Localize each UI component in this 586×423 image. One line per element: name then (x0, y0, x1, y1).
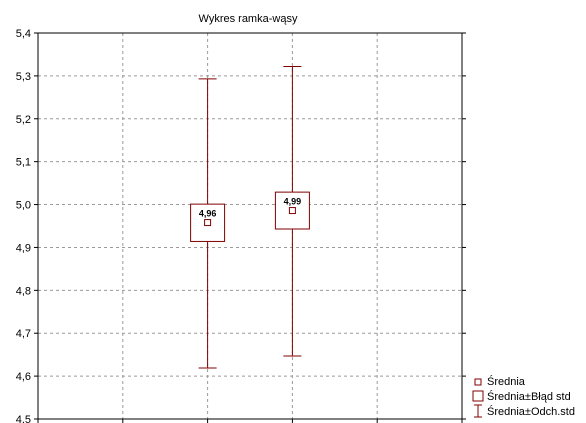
y-tick-label: 5,4 (16, 28, 31, 40)
y-tick-label: 4,5 (16, 414, 31, 423)
legend-entry-label: Średnia±Odch.std (487, 405, 575, 418)
box-series: 4,96 4,99 (190, 65, 310, 369)
y-axis: 4,5 4,6 4,7 4,8 4,9 5,0 5,1 5,2 5,3 5,4 (16, 28, 466, 423)
chart-title: Wykres ramka-wąsy (199, 13, 298, 25)
mean-marker (288, 207, 296, 215)
box-group: 4,99 (274, 65, 310, 357)
y-tick-label: 5,1 (16, 157, 31, 169)
y-tick-label: 4,8 (16, 285, 31, 297)
legend-entry-label: Średnia (487, 375, 526, 388)
mean-data-label: 4,96 (199, 209, 217, 219)
y-tick-label: 4,7 (16, 328, 31, 340)
y-tick-label: 5,0 (16, 200, 31, 212)
legend-entry-label: Średnia±Błąd std (487, 390, 571, 403)
x-axis-ticks (37, 419, 463, 423)
legend-box-icon (472, 390, 484, 402)
plot-frame (37, 32, 463, 420)
y-tick-label: 5,3 (16, 71, 31, 83)
y-tick-label: 5,2 (16, 114, 31, 126)
mean-marker (204, 219, 212, 227)
legend: Średnia Średnia±Błąd std Średnia±Odch.std (472, 375, 575, 418)
legend-mean-icon (474, 378, 482, 386)
y-tick-label: 4,9 (16, 242, 31, 254)
box-group: 4,96 (190, 78, 226, 369)
y-tick-label: 4,6 (16, 371, 31, 383)
grid-lines (38, 33, 462, 419)
mean-data-label: 4,99 (284, 197, 302, 207)
